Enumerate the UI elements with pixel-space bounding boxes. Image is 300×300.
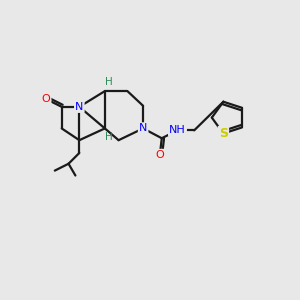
- Text: S: S: [219, 127, 228, 140]
- Text: H: H: [105, 77, 113, 87]
- Text: N: N: [75, 102, 83, 112]
- Text: O: O: [42, 94, 50, 104]
- Text: NH: NH: [169, 125, 186, 135]
- Text: H: H: [105, 132, 113, 142]
- Text: O: O: [155, 150, 164, 160]
- Text: N: N: [139, 123, 147, 134]
